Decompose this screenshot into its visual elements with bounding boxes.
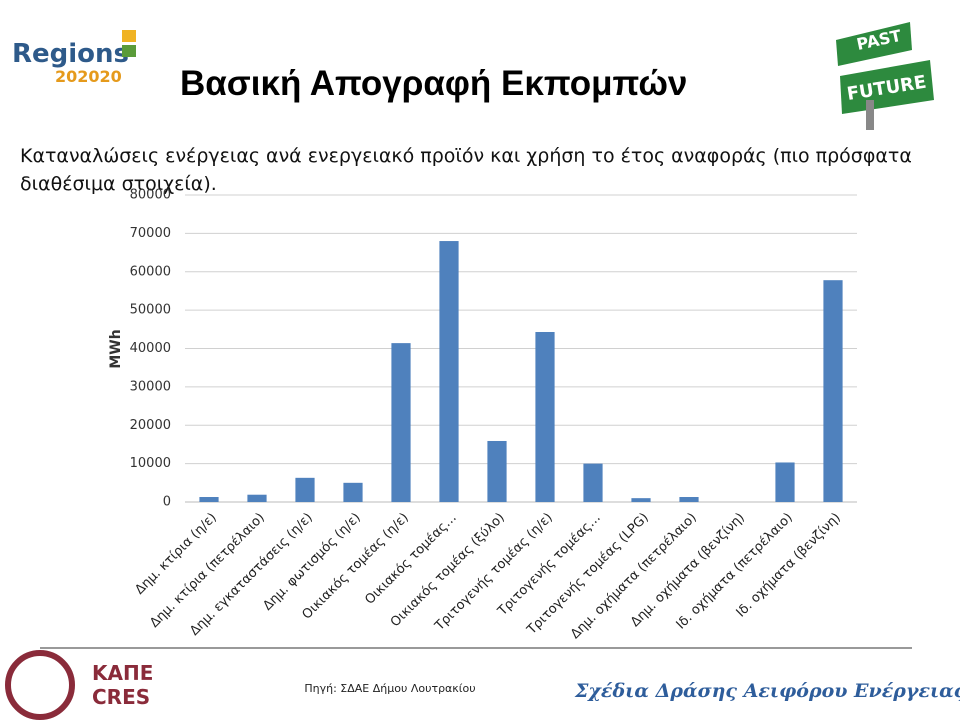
footer-tagline: Σχέδια Δράσης Αειφόρου Ενέργειας xyxy=(574,680,960,702)
bar xyxy=(823,280,843,502)
y-tick-label: 40000 xyxy=(130,341,171,356)
y-tick-label: 50000 xyxy=(130,303,171,318)
bar xyxy=(295,477,315,502)
y-axis-label: MWh xyxy=(108,329,124,368)
logo-text: CRES xyxy=(92,685,150,709)
subtitle: Καταναλώσεις ενέργειας ανά ενεργειακό πρ… xyxy=(20,145,912,167)
y-tick-label: 60000 xyxy=(130,264,171,279)
logo-text: Regions xyxy=(12,39,129,69)
subtitle: διαθέσιμα στοιχεία). xyxy=(20,173,217,195)
source: Πηγή: ΣΔΑΕ Δήμου Λουτρακίου xyxy=(304,682,475,695)
logo-text: ΚΑΠΕ xyxy=(92,661,153,685)
sign-board xyxy=(836,22,912,66)
bar xyxy=(487,440,507,502)
y-tick-label: 0 xyxy=(163,495,171,510)
logo-left: Regions 202020 xyxy=(12,30,136,86)
y-tick-label: 80000 xyxy=(130,188,171,203)
bar xyxy=(679,497,699,502)
y-tick-label: 20000 xyxy=(130,418,171,433)
bar xyxy=(199,497,219,502)
bar xyxy=(247,494,267,502)
sign-board xyxy=(840,60,934,114)
y-tick-label: 70000 xyxy=(130,226,171,241)
sign-post xyxy=(866,100,874,130)
bar xyxy=(535,331,555,502)
bar xyxy=(343,482,363,502)
logo-circle xyxy=(5,650,75,720)
bar xyxy=(775,462,795,502)
footer-logo: ΚΑΠΕ CRES xyxy=(5,650,153,720)
bar xyxy=(631,498,651,502)
bar xyxy=(439,241,459,503)
y-tick-label: 10000 xyxy=(130,456,171,471)
bar xyxy=(391,343,411,502)
logo-square xyxy=(122,30,136,42)
logo-text: 202020 xyxy=(55,67,122,86)
slide-title: Βασική Απογραφή Εκπομπών xyxy=(180,64,687,103)
bar xyxy=(583,463,603,502)
y-tick-label: 30000 xyxy=(130,379,171,394)
logo-square xyxy=(122,45,136,57)
